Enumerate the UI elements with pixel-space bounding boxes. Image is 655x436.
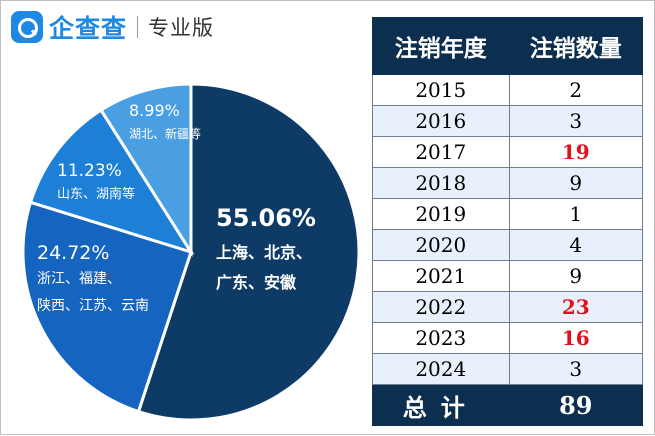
brand-edition: 专业版 (148, 16, 215, 40)
brand-name: 企查查 (49, 14, 128, 43)
brand-divider (137, 16, 139, 38)
total-label: 总计 (372, 384, 510, 426)
pie-slice (98, 82, 193, 258)
slice-percent-label: 24.72% (37, 242, 109, 264)
count-cell: 9 (508, 167, 644, 199)
table-row: 2017 19 (372, 136, 644, 168)
table-row: 2015 2 (372, 74, 644, 106)
pie-slice (21, 200, 193, 414)
table-row: 2022 23 (372, 291, 644, 323)
table-row: 2020 4 (372, 229, 644, 261)
count-cell: 16 (508, 322, 644, 354)
year-cell: 2018 (372, 167, 510, 199)
year-cell: 2016 (372, 105, 510, 137)
pie-slice (136, 82, 361, 422)
total-value: 89 (508, 384, 644, 426)
year-cell: 2015 (372, 74, 510, 106)
magnifier-logo-icon (11, 11, 43, 43)
table-row: 2019 1 (372, 198, 644, 230)
year-cell: 2024 (372, 353, 510, 385)
year-cell: 2020 (372, 229, 510, 261)
count-cell: 9 (508, 260, 644, 292)
pie-chart: 55.06% 上海、北京、广东、安徽 24.72% 浙江、福建、陕西、江苏、云南 11.… (21, 82, 361, 422)
table-row: 2016 3 (372, 105, 644, 137)
slice-region-label: 广东、安徽 (216, 273, 297, 292)
table-row: 2023 16 (372, 322, 644, 354)
table-row: 2018 9 (372, 167, 644, 199)
slice-region-label: 上海、北京、 (216, 243, 312, 262)
slice-region-label: 湖北、新疆等 (129, 126, 201, 141)
count-cell: 19 (508, 136, 644, 168)
count-cell: 3 (508, 353, 644, 385)
table-header-row: 注销年度 注销数量 (372, 17, 644, 75)
pie-slice (28, 108, 195, 255)
column-header-count: 注销数量 (508, 17, 644, 75)
slice-percent-label: 55.06% (216, 204, 316, 232)
count-cell: 1 (508, 198, 644, 230)
slice-region-label: 陕西、江苏、云南 (37, 298, 149, 314)
brand-header: 企查查 专业版 (11, 9, 214, 45)
slice-percent-label: 11.23% (57, 161, 122, 181)
count-cell: 3 (508, 105, 644, 137)
slice-region-label: 浙江、福建、 (37, 271, 121, 287)
year-cell: 2019 (372, 198, 510, 230)
cancellation-table: 注销年度 注销数量 2015 2 2016 3 2017 19 2018 9 2019 1 2020… (372, 17, 644, 426)
year-cell: 2021 (372, 260, 510, 292)
table-row: 2021 9 (372, 260, 644, 292)
column-header-year: 注销年度 (372, 17, 510, 75)
year-cell: 2017 (372, 136, 510, 168)
year-cell: 2023 (372, 322, 510, 354)
count-cell: 23 (508, 291, 644, 323)
slice-region-label: 山东、湖南等 (57, 186, 135, 202)
table-row: 2024 3 (372, 353, 644, 385)
slice-percent-label: 8.99% (129, 101, 180, 120)
table-total-row: 总计 89 (372, 384, 644, 426)
year-cell: 2022 (372, 291, 510, 323)
count-cell: 4 (508, 229, 644, 261)
count-cell: 2 (508, 74, 644, 106)
